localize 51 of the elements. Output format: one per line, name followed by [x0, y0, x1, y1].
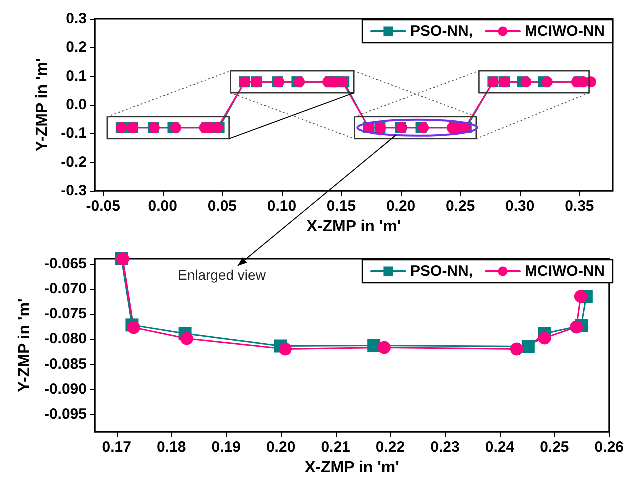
y-tick-label: -0.075 — [44, 306, 87, 323]
x-tick-label: 0.25 — [540, 439, 570, 456]
x-tick-label: 0.15 — [326, 198, 356, 215]
y-tick-label: 0.1 — [66, 68, 87, 85]
legend-label: MCIWO-NN — [525, 263, 606, 280]
y-tick-label: -0.080 — [44, 330, 87, 348]
x-tick-label: 0.05 — [208, 198, 238, 215]
point — [510, 342, 524, 356]
y-tick-label: 0.0 — [66, 96, 87, 114]
x-tick-label: 0.17 — [102, 439, 132, 456]
x-axis-title: X-ZMP in 'm' — [306, 218, 402, 236]
y-tick-label: -0.2 — [61, 154, 87, 171]
y-tick-label: -0.070 — [44, 280, 87, 298]
point — [180, 332, 194, 346]
point — [127, 321, 140, 334]
x-tick-label: 0.35 — [565, 198, 594, 215]
x-tick-label: 0.10 — [267, 198, 297, 215]
y-tick-label: 0.3 — [66, 10, 87, 28]
x-tick-label: 0.25 — [446, 198, 476, 215]
x-tick-label: 0.24 — [485, 439, 516, 456]
point — [522, 340, 535, 354]
y-tick-label: -0.3 — [61, 182, 87, 200]
legend-label: PSO-NN, — [410, 263, 474, 280]
y-tick-label: -0.085 — [44, 356, 87, 373]
y-axis-title: Y-ZMP in 'm' — [34, 58, 51, 152]
x-tick-label: 0.19 — [212, 439, 241, 456]
y-tick-label: -0.090 — [44, 380, 87, 398]
x-tick-label: 0.18 — [157, 439, 186, 456]
y-tick-label: 0.2 — [66, 39, 87, 56]
x-tick-label: 0.21 — [321, 439, 350, 456]
point — [378, 341, 391, 354]
y-tick-label: -0.1 — [61, 125, 87, 142]
point — [570, 320, 584, 334]
legend-label: PSO-NN, — [410, 23, 474, 40]
y-axis-title: Y-ZMP in 'm' — [16, 298, 34, 392]
point — [538, 332, 552, 345]
x-tick-label: 0.20 — [266, 439, 296, 456]
x-tick-label: 0.20 — [386, 198, 416, 215]
legend-label: MCIWO-NN — [525, 23, 606, 40]
x-tick-label: 0.22 — [376, 439, 406, 456]
point — [278, 342, 292, 356]
x-tick-label: 0.00 — [148, 198, 178, 215]
point — [574, 290, 588, 304]
y-tick-label: -0.065 — [44, 256, 87, 273]
x-axis-title: X-ZMP in 'm' — [304, 460, 400, 476]
annotation: Enlarged view — [178, 267, 267, 283]
y-tick-label: -0.095 — [44, 406, 87, 423]
x-tick-label: 0.23 — [430, 439, 460, 456]
x-tick-label: 0.26 — [594, 439, 624, 456]
x-tick-label: 0.30 — [506, 198, 535, 215]
x-tick-label: -0.05 — [86, 198, 120, 215]
